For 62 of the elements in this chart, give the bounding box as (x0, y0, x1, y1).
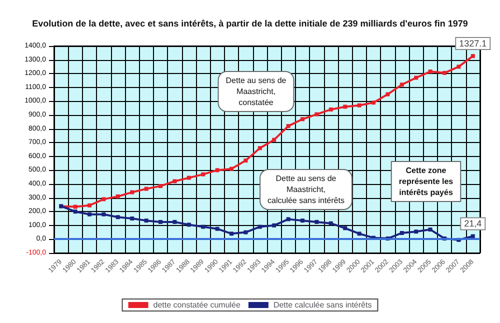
point (258, 224, 262, 229)
point (172, 179, 177, 184)
point (386, 92, 390, 96)
point (470, 234, 475, 238)
point (230, 232, 234, 236)
point (258, 146, 262, 150)
point (286, 124, 290, 128)
point (186, 222, 191, 227)
legend-label: dette constatée cumulée (153, 300, 241, 310)
point (400, 230, 404, 235)
legend-label: Dette calculée sans intérêts (273, 300, 372, 310)
point (116, 215, 120, 220)
point (328, 107, 333, 112)
point (414, 230, 418, 234)
point (73, 204, 78, 209)
point (470, 54, 475, 58)
point (88, 212, 92, 216)
point (300, 218, 304, 223)
point (456, 64, 461, 69)
point (414, 76, 418, 80)
point (328, 221, 333, 226)
annotation: Dette au sens de Maastricht, constatée (226, 76, 287, 107)
annotation: Cette zone représente les intérêts payés (398, 166, 454, 197)
point (272, 138, 276, 142)
point (215, 226, 220, 231)
point (300, 117, 304, 122)
point (343, 226, 348, 230)
point (244, 230, 248, 234)
point (442, 70, 446, 75)
point (272, 223, 276, 228)
point (230, 166, 234, 171)
annotation: Dette au sens de Maastricht, calculée sans intérêts (268, 174, 344, 205)
data-label: 1327.1 (459, 38, 487, 49)
point (215, 168, 220, 172)
point (357, 103, 362, 108)
point (201, 172, 206, 176)
point (343, 104, 348, 109)
point (286, 217, 290, 222)
point (201, 224, 206, 229)
point (158, 220, 162, 224)
data-label: 21,4 (464, 218, 482, 229)
point (73, 210, 78, 214)
point (144, 218, 148, 223)
point (88, 203, 92, 208)
point (372, 100, 376, 105)
point (428, 70, 432, 74)
point (102, 212, 106, 216)
point (400, 82, 404, 87)
point (116, 194, 120, 198)
point (428, 228, 432, 232)
point (314, 112, 319, 116)
point (158, 184, 162, 188)
point (244, 158, 248, 163)
chart-title: Evolution de la dette, avec et sans intérêts, à partir de la dette initiale de 239 milliards d'euros fin 1979 (32, 18, 468, 28)
point (357, 232, 362, 236)
point (102, 197, 106, 202)
point (130, 190, 134, 194)
point (172, 220, 177, 224)
point (144, 186, 148, 191)
point (314, 220, 319, 224)
point (186, 176, 191, 180)
point (130, 216, 134, 220)
